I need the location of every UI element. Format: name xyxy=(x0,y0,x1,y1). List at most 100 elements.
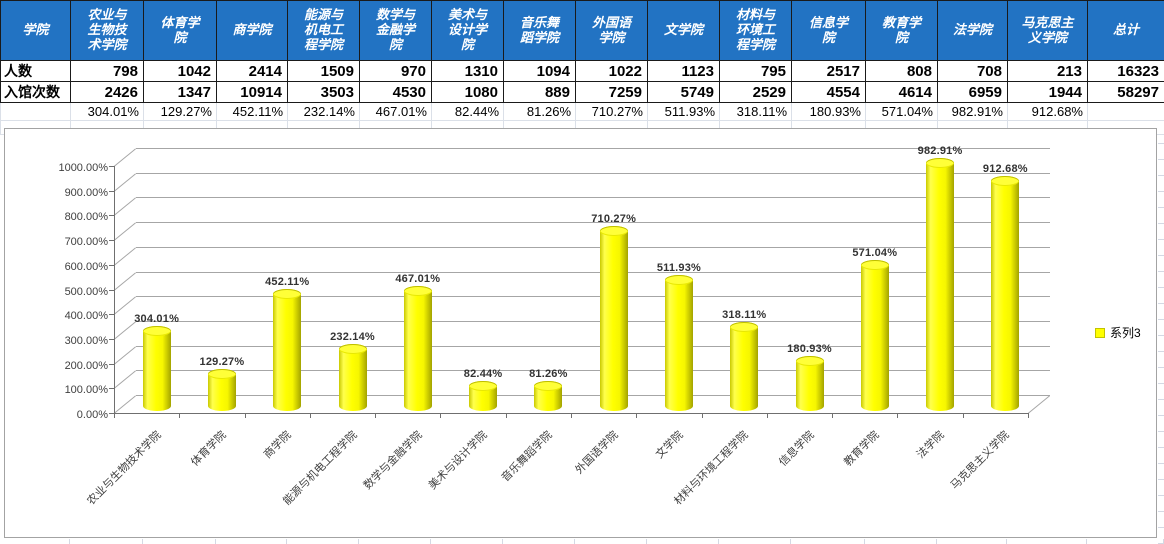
sheet-gridlines-bottom xyxy=(0,539,1164,544)
value-cell[interactable]: 1022 xyxy=(575,60,648,82)
value-cell[interactable]: 1310 xyxy=(431,60,504,82)
value-cell[interactable]: 3503 xyxy=(287,81,360,103)
value-cell[interactable]: 912.68% xyxy=(1007,102,1088,121)
value-cell[interactable]: 82.44% xyxy=(431,102,504,121)
column-header-cell[interactable]: 体育学 院 xyxy=(143,0,217,61)
value-cell[interactable]: 982.91% xyxy=(937,102,1008,121)
row-label-cell[interactable]: 入馆次数 xyxy=(0,81,71,103)
value-cell[interactable]: 129.27% xyxy=(143,102,217,121)
bar-value-label: 571.04% xyxy=(852,246,898,259)
value-cell[interactable]: 232.14% xyxy=(287,102,360,121)
chart-bar[interactable] xyxy=(664,274,693,411)
column-header-cell[interactable]: 美术与 设计学 院 xyxy=(431,0,504,61)
value-cell[interactable]: 1123 xyxy=(647,60,720,82)
column-header-cell[interactable]: 马克思主 义学院 xyxy=(1007,0,1088,61)
value-cell[interactable]: 1080 xyxy=(431,81,504,103)
gridline-connector xyxy=(113,148,136,167)
value-cell[interactable]: 511.93% xyxy=(647,102,720,121)
value-cell[interactable]: 7259 xyxy=(575,81,648,103)
corner-header-cell[interactable]: 学院 xyxy=(0,0,71,61)
value-cell[interactable]: 798 xyxy=(70,60,144,82)
value-cell[interactable]: 318.11% xyxy=(719,102,792,121)
chart-bar[interactable] xyxy=(599,225,628,411)
x-axis-tick xyxy=(897,413,899,418)
value-cell[interactable]: 1094 xyxy=(503,60,576,82)
value-cell[interactable]: 710.27% xyxy=(575,102,648,121)
chart-bar-cap xyxy=(664,274,693,285)
x-axis-label: 体育学院 xyxy=(188,429,229,469)
x-axis-tick xyxy=(701,413,703,418)
column-header-cell[interactable]: 信息学 院 xyxy=(791,0,866,61)
value-cell[interactable]: 5749 xyxy=(647,81,720,103)
value-cell[interactable]: 795 xyxy=(719,60,792,82)
chart-bar[interactable] xyxy=(730,322,759,411)
value-cell[interactable]: 58297 xyxy=(1087,81,1164,103)
value-cell[interactable]: 2414 xyxy=(216,60,288,82)
column-header-cell[interactable]: 农业与 生物技 术学院 xyxy=(70,0,144,61)
value-cell[interactable]: 452.11% xyxy=(216,102,288,121)
value-cell[interactable]: 6959 xyxy=(937,81,1008,103)
column-header-cell[interactable]: 数学与 金融学 院 xyxy=(359,0,432,61)
sheet-gridline xyxy=(69,539,70,544)
legend[interactable]: 系列3 xyxy=(1095,324,1141,341)
column-header-cell[interactable]: 材料与 环境工 程学院 xyxy=(719,0,792,61)
chart-bar[interactable] xyxy=(926,158,955,411)
value-cell[interactable]: 1509 xyxy=(287,60,360,82)
value-cell[interactable]: 708 xyxy=(937,60,1008,82)
value-cell[interactable]: 4530 xyxy=(359,81,432,103)
sheet-gridline xyxy=(215,539,216,544)
value-cell[interactable]: 1042 xyxy=(143,60,217,82)
value-cell[interactable]: 571.04% xyxy=(865,102,938,121)
value-cell[interactable]: 2529 xyxy=(719,81,792,103)
chart-bar[interactable] xyxy=(142,325,171,411)
y-axis-tick xyxy=(109,289,114,291)
value-cell[interactable]: 10914 xyxy=(216,81,288,103)
x-axis-tick xyxy=(375,413,377,418)
value-cell[interactable]: 970 xyxy=(359,60,432,82)
column-header-cell[interactable]: 总计 xyxy=(1087,0,1164,61)
y-axis-line xyxy=(114,166,115,413)
table-row: 人数 798 1042 2414 1509 970 1310 1094 1022 1123 795 2… xyxy=(0,60,1164,82)
chart-bar[interactable] xyxy=(403,285,432,411)
value-cell[interactable]: 2426 xyxy=(70,81,144,103)
y-axis-label: 600.00% xyxy=(64,260,108,273)
value-cell[interactable]: 889 xyxy=(503,81,576,103)
gridline-connector xyxy=(113,345,136,365)
column-header-cell[interactable]: 外国语 学院 xyxy=(575,0,648,61)
value-cell[interactable]: 2517 xyxy=(791,60,866,82)
y-axis-label: 700.00% xyxy=(64,236,108,249)
bar-value-label: 82.44% xyxy=(463,367,503,380)
row-label-cell[interactable] xyxy=(0,102,71,121)
value-cell[interactable]: 213 xyxy=(1007,60,1088,82)
value-cell[interactable]: 1347 xyxy=(143,81,217,103)
column-header-cell[interactable]: 法学院 xyxy=(937,0,1008,61)
value-cell[interactable] xyxy=(1087,102,1164,121)
value-cell[interactable]: 16323 xyxy=(1087,60,1164,82)
column-header-cell[interactable]: 教育学 院 xyxy=(865,0,938,61)
chart-bar[interactable] xyxy=(860,259,889,411)
column-header-cell[interactable]: 文学院 xyxy=(647,0,720,61)
x-axis-tick xyxy=(179,413,181,418)
chart-bar-cap xyxy=(338,343,367,354)
bar-value-label: 180.93% xyxy=(787,343,832,356)
value-cell[interactable]: 808 xyxy=(865,60,938,82)
column-header-cell[interactable]: 音乐舞 蹈学院 xyxy=(503,0,576,61)
value-cell[interactable]: 1944 xyxy=(1007,81,1088,103)
y-axis-tick xyxy=(109,338,114,340)
value-cell[interactable]: 304.01% xyxy=(70,102,144,121)
value-cell[interactable]: 4554 xyxy=(791,81,866,103)
value-cell[interactable]: 4614 xyxy=(865,81,938,103)
chart-object[interactable]: 0.00% 100.00% 200.00% 300.00% 400.00% 500.00%… xyxy=(4,128,1157,538)
x-axis-tick xyxy=(962,413,964,418)
y-axis-label: 300.00% xyxy=(64,334,108,347)
chart-bar[interactable] xyxy=(338,343,367,411)
value-cell[interactable]: 180.93% xyxy=(791,102,866,121)
row-label-cell[interactable]: 人数 xyxy=(0,60,71,82)
column-header-cell[interactable]: 商学院 xyxy=(216,0,288,61)
chart-bar[interactable] xyxy=(273,289,302,411)
value-cell[interactable]: 467.01% xyxy=(359,102,432,121)
value-cell[interactable]: 81.26% xyxy=(503,102,576,121)
chart-bar[interactable] xyxy=(991,175,1020,411)
plot-area: 0.00% 100.00% 200.00% 300.00% 400.00% 500.00%… xyxy=(5,129,1156,537)
column-header-cell[interactable]: 能源与 机电工 程学院 xyxy=(287,0,360,61)
